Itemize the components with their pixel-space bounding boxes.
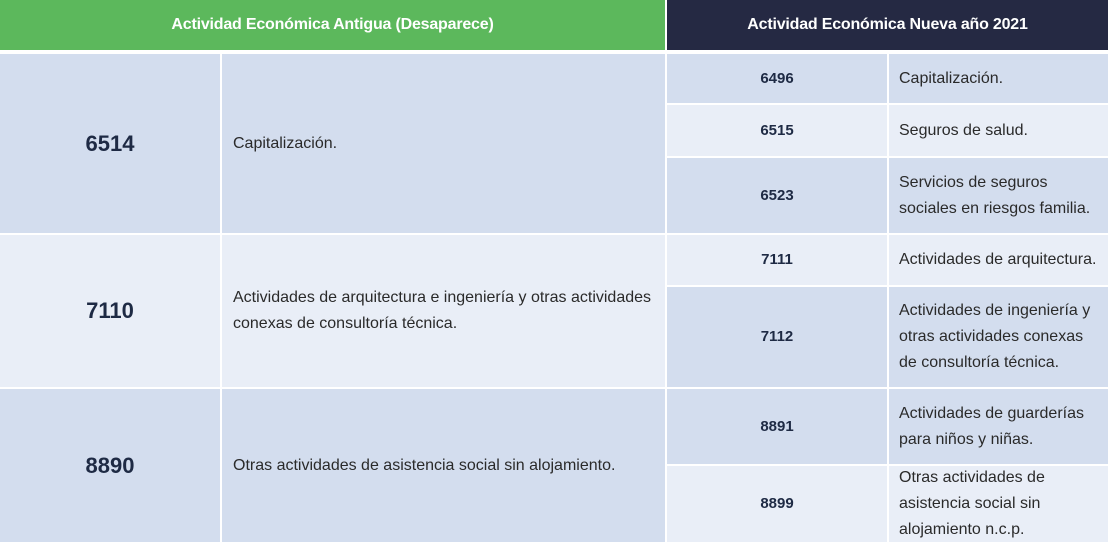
old-code-cell: 7110	[0, 235, 220, 387]
new-code-cell: 8899	[667, 466, 887, 542]
new-description-cell: Actividades de arquitectura.	[889, 235, 1108, 285]
old-activity-header: Actividad Económica Antigua (Desaparece)	[0, 0, 665, 50]
new-description-cell: Actividades de ingeniería y otras activi…	[889, 287, 1108, 387]
new-code-cell: 7111	[667, 235, 887, 285]
new-code-cell: 6523	[667, 158, 887, 233]
old-description-cell: Otras actividades de asistencia social s…	[222, 389, 665, 542]
old-code-cell: 6514	[0, 54, 220, 233]
old-code-cell: 8890	[0, 389, 220, 542]
new-description-cell: Servicios de seguros sociales en riesgos…	[889, 158, 1108, 233]
new-description-cell: Seguros de salud.	[889, 105, 1108, 156]
new-description-cell: Capitalización.	[889, 54, 1108, 103]
new-description-cell: Otras actividades de asistencia social s…	[889, 466, 1108, 542]
new-code-cell: 6496	[667, 54, 887, 103]
old-description-cell: Capitalización.	[222, 54, 665, 233]
new-code-cell: 6515	[667, 105, 887, 156]
new-description-cell: Actividades de guarderías para niños y n…	[889, 389, 1108, 464]
new-code-cell: 7112	[667, 287, 887, 387]
old-description-cell: Actividades de arquitectura e ingeniería…	[222, 235, 665, 387]
new-activity-header: Actividad Económica Nueva año 2021	[667, 0, 1108, 50]
new-code-cell: 8891	[667, 389, 887, 464]
